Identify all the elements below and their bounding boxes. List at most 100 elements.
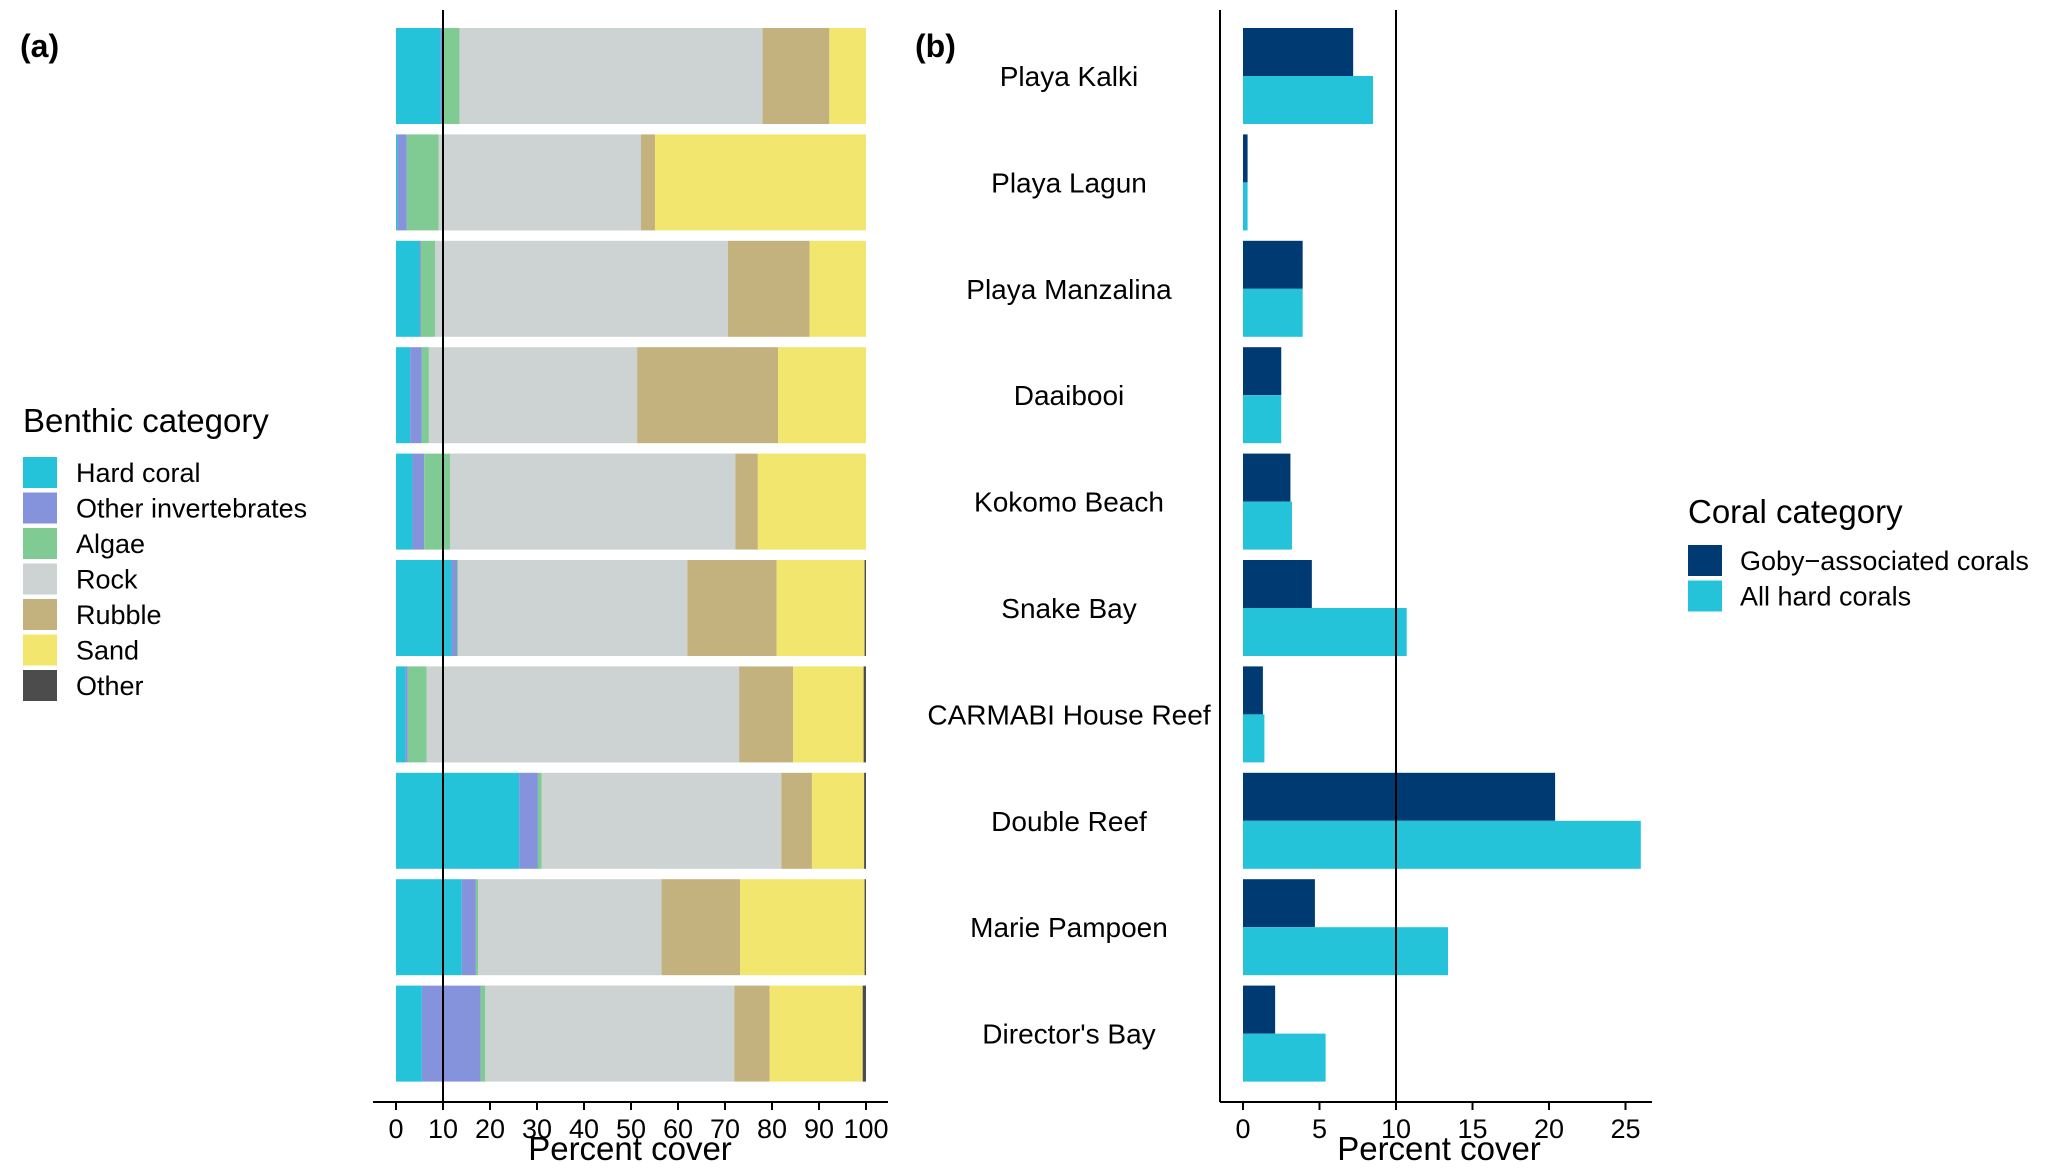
bar-double-reef-other: [864, 772, 866, 869]
bar-marie-pampoen-other-invertebrates: [461, 879, 476, 976]
b-tick-label: 15: [1457, 1114, 1487, 1144]
panel-a-x-axis-title: Percent cover: [528, 1130, 732, 1167]
site-label-double-reef: Double Reef: [991, 806, 1147, 837]
bar-marie-pampoen-rubble: [661, 879, 741, 976]
bar-snake-bay-goby-associated-corals: [1243, 560, 1312, 608]
legend-swatch-sand: [23, 634, 57, 666]
bar-daaibooi-rock: [428, 347, 638, 444]
a-tick-label: 0: [388, 1114, 403, 1144]
bar-playa-lagun-hard-coral: [396, 134, 398, 231]
bar-double-reef-hard-coral: [396, 772, 520, 869]
bar-snake-bay-other-invertebrates: [451, 560, 458, 656]
bar-kokomo-beach-rock: [450, 453, 736, 550]
bar-carmabi-house-reef-algae: [407, 666, 427, 763]
a-tick-label: 40: [569, 1114, 599, 1144]
bar-daaibooi-other-invertebrates: [410, 347, 422, 444]
b-tick-label: 10: [1381, 1114, 1411, 1144]
legend-swatch-algae: [23, 528, 57, 559]
bar-snake-bay-other: [864, 560, 866, 656]
a-tick-label: 50: [616, 1114, 646, 1144]
bar-marie-pampoen-hard-coral: [396, 879, 462, 976]
a-tick-label: 10: [428, 1114, 458, 1144]
bar-director-s-bay-other: [862, 985, 866, 1082]
bar-playa-manzalina-other-invertebrates: [419, 240, 421, 337]
legend-label-sand: Sand: [76, 636, 139, 666]
bar-marie-pampoen-goby-associated-corals: [1243, 879, 1315, 928]
b-tick-label: 20: [1534, 1114, 1564, 1144]
bar-playa-lagun-rock: [438, 134, 641, 231]
bar-playa-manzalina-rock: [435, 240, 728, 337]
b-tick-label: 25: [1610, 1114, 1640, 1144]
bar-playa-manzalina-all-hard-corals: [1243, 288, 1303, 337]
a-tick-label: 70: [710, 1114, 740, 1144]
legend-swatch-other-invertebrates: [23, 492, 57, 524]
bar-double-reef-all-hard-corals: [1243, 820, 1641, 869]
bar-carmabi-house-reef-goby-associated-corals: [1243, 666, 1263, 715]
bar-marie-pampoen-algae: [475, 879, 479, 976]
bar-kokomo-beach-goby-associated-corals: [1243, 453, 1291, 502]
bar-director-s-bay-all-hard-corals: [1243, 1033, 1326, 1082]
bar-playa-kalki-goby-associated-corals: [1243, 28, 1354, 76]
bar-playa-lagun-sand: [654, 134, 866, 231]
bar-carmabi-house-reef-other-invertebrates: [405, 666, 408, 763]
bar-director-s-bay-other-invertebrates: [421, 985, 481, 1082]
bar-daaibooi-rubble: [637, 347, 779, 444]
bar-daaibooi-all-hard-corals: [1243, 395, 1282, 444]
bar-carmabi-house-reef-all-hard-corals: [1243, 714, 1265, 763]
bar-playa-kalki-rubble: [762, 28, 830, 124]
coral-legend-items: Goby−associated corals All hard corals: [1688, 545, 2029, 612]
legend-label-goby-associated-corals: Goby−associated corals: [1740, 546, 2029, 576]
bar-double-reef-algae: [537, 772, 542, 869]
a-tick-label: 80: [757, 1114, 787, 1144]
a-tick-label: 60: [663, 1114, 693, 1144]
bar-kokomo-beach-rubble: [735, 453, 758, 550]
a-tick-label: 100: [843, 1114, 888, 1144]
coral-legend-title: Coral category: [1688, 493, 1903, 530]
legend-label-rubble: Rubble: [76, 600, 162, 630]
grouped-bars: [1243, 28, 1641, 1082]
bar-director-s-bay-sand: [769, 985, 863, 1082]
bar-marie-pampoen-rock: [478, 879, 662, 976]
bar-playa-lagun-algae: [406, 134, 439, 231]
legend-label-algae: Algae: [76, 529, 145, 559]
bar-double-reef-rubble: [781, 772, 812, 869]
bar-snake-bay-algae: [457, 560, 459, 656]
bar-marie-pampoen-other: [864, 879, 866, 976]
site-label-director-s-bay: Director's Bay: [982, 1019, 1155, 1050]
bar-carmabi-house-reef-rubble: [739, 666, 794, 763]
site-label-playa-lagun: Playa Lagun: [991, 167, 1147, 198]
legend-label-other: Other: [76, 671, 144, 701]
bar-snake-bay-sand: [776, 560, 865, 656]
bar-snake-bay-rock: [458, 560, 688, 656]
bar-director-s-bay-rock: [485, 985, 735, 1082]
bar-double-reef-rock: [541, 772, 782, 869]
bar-playa-manzalina-algae: [420, 240, 436, 337]
bar-playa-manzalina-goby-associated-corals: [1243, 240, 1303, 289]
benthic-legend-title: Benthic category: [23, 402, 269, 439]
bar-director-s-bay-goby-associated-corals: [1243, 985, 1276, 1034]
legend-swatch-rock: [23, 563, 57, 595]
bar-daaibooi-algae: [421, 347, 429, 444]
panel-a-chart: 0 10 20 30 40 50 60 70 80 90 100 Percent cover: [373, 10, 889, 1167]
b-tick-label: 5: [1312, 1114, 1327, 1144]
bar-playa-lagun-goby-associated-corals: [1243, 134, 1248, 183]
bar-marie-pampoen-sand: [740, 879, 865, 976]
bar-carmabi-house-reef-sand: [793, 666, 864, 763]
bar-playa-lagun-rubble: [640, 134, 655, 231]
bar-carmabi-house-reef-rock: [426, 666, 740, 763]
legend-label-hard-coral: Hard coral: [76, 458, 201, 488]
bar-kokomo-beach-hard-coral: [396, 453, 413, 550]
site-label-snake-bay: Snake Bay: [1001, 593, 1136, 624]
bar-marie-pampoen-all-hard-corals: [1243, 927, 1449, 976]
panel-b-x-axis-title: Percent cover: [1337, 1130, 1541, 1167]
legend-swatch-rubble: [23, 599, 57, 630]
site-label-playa-kalki: Playa Kalki: [1000, 61, 1139, 92]
bar-double-reef-sand: [811, 772, 865, 869]
bar-playa-kalki-rock: [459, 28, 763, 124]
site-labels: Playa Kalki Playa Lagun Playa Manzalina Daa…: [927, 61, 1210, 1050]
bar-director-s-bay-algae: [480, 985, 486, 1082]
site-label-playa-manzalina: Playa Manzalina: [966, 274, 1172, 305]
bar-kokomo-beach-other-invertebrates: [412, 453, 425, 550]
a-tick-label: 30: [522, 1114, 552, 1144]
